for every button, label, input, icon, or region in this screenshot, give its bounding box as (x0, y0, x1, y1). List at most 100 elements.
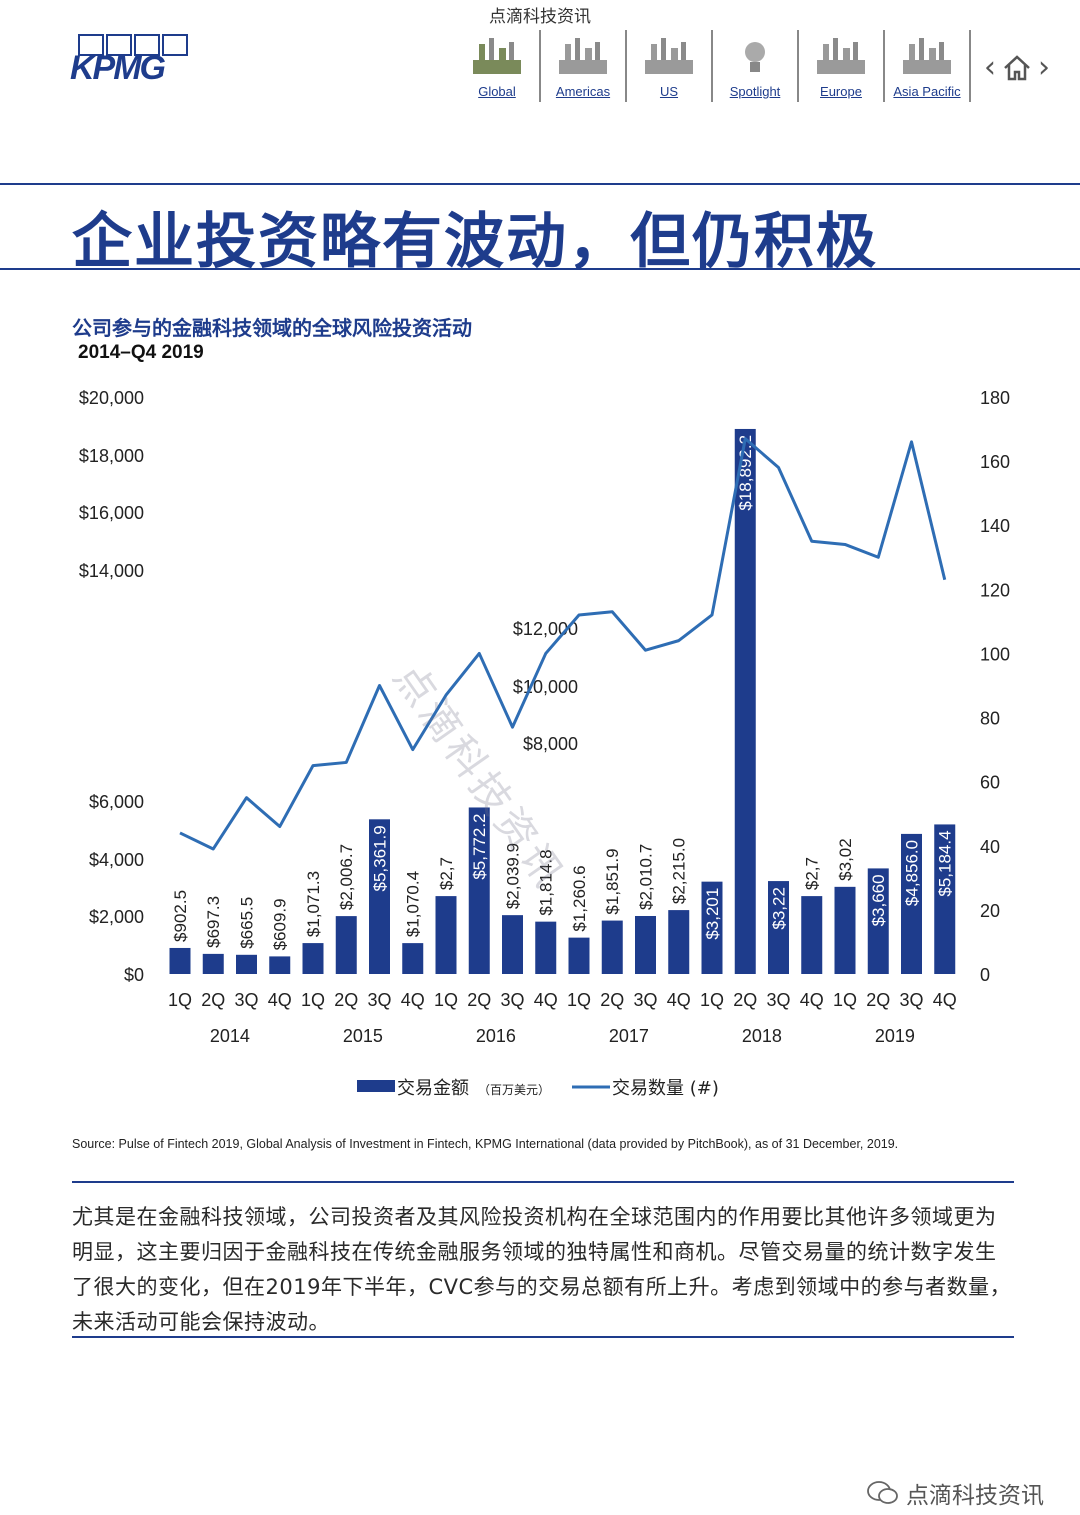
bar (568, 937, 590, 974)
bar-data-label: $1,071.3 (304, 871, 323, 937)
year-group-label: 2019 (875, 1026, 915, 1046)
bar-data-label: $4,856.0 (903, 840, 922, 906)
footer-watermark-text: 点滴科技资讯 (906, 1483, 1044, 1509)
bar (734, 428, 756, 974)
x-tick-label: 2Q (866, 990, 890, 1010)
bar-data-label: $1,070.4 (404, 871, 423, 937)
bar (867, 868, 889, 974)
x-tick-label: 1Q (434, 990, 458, 1010)
x-tick-label: 1Q (567, 990, 591, 1010)
next-page-button[interactable]: › (1038, 50, 1050, 85)
bar (601, 920, 623, 974)
x-tick-label: 3Q (899, 990, 923, 1010)
bar-data-label: $2,010.7 (637, 844, 656, 910)
bar (269, 956, 291, 974)
skyline-europe-icon (817, 38, 865, 74)
nav-americas[interactable]: Americas (541, 30, 627, 102)
nav-label: US (659, 84, 679, 99)
nav-us[interactable]: US (627, 30, 713, 102)
bar (369, 819, 390, 974)
nav-spotlight[interactable]: Spotlight (713, 30, 799, 102)
right-axis-tick: 0 (980, 965, 990, 985)
bar-data-label: $1,851.9 (603, 848, 622, 914)
bar (535, 921, 557, 974)
x-tick-label: 3Q (766, 990, 790, 1010)
bar (668, 910, 690, 974)
x-tick-label: 2Q (600, 990, 624, 1010)
bar-data-label: $5,772.2 (470, 813, 489, 879)
text-rule-top (72, 1181, 1014, 1183)
bar (302, 943, 324, 974)
text-rule-bottom (72, 1336, 1014, 1338)
bar-data-label: $5,361.9 (371, 825, 390, 891)
bar-data-label: $3,660 (869, 874, 888, 926)
bar (801, 896, 823, 974)
deal-count-line (179, 437, 947, 851)
home-icon[interactable] (1002, 54, 1032, 82)
x-tick-label: 2Q (467, 990, 491, 1010)
right-axis-tick: 40 (980, 837, 1000, 857)
title-rule-bottom (0, 268, 1080, 270)
source-note: Source: Pulse of Fintech 2019, Global An… (72, 1137, 899, 1151)
bar-data-label: $697.3 (204, 896, 223, 948)
right-axis-tick: 100 (980, 644, 1010, 664)
footer-watermark: 点滴科技资讯 (866, 1476, 1044, 1510)
left-axis-tick: $4,000 (89, 850, 144, 870)
x-tick-label: 1Q (700, 990, 724, 1010)
x-tick-label: 2Q (733, 990, 757, 1010)
left-axis-tick: $2,000 (89, 907, 144, 927)
x-tick-label: 4Q (268, 990, 292, 1010)
bar (834, 886, 856, 974)
nav-label: Europe (820, 84, 862, 99)
x-tick-label: 3Q (500, 990, 524, 1010)
nav-asia-pacific[interactable]: Asia Pacific (885, 30, 971, 102)
right-axis-tick: 180 (980, 388, 1010, 408)
bar (435, 896, 457, 974)
region-navigation: Global Americas US Spotlight Europe Asia Paci… (455, 30, 971, 102)
left-axis-tick: $0 (124, 965, 144, 985)
previous-page-button[interactable]: ‹ (984, 50, 996, 85)
kpmg-logo[interactable]: KPMG (70, 34, 195, 87)
legend-bar-swatch (357, 1080, 395, 1092)
legend-bar-label: 交易金额 (397, 1078, 469, 1099)
x-tick-label: 4Q (534, 990, 558, 1010)
year-group-label: 2018 (742, 1026, 782, 1046)
right-axis-tick: 60 (980, 773, 1000, 793)
bar-data-label: $2,215.0 (670, 838, 689, 904)
bar (236, 954, 257, 974)
skyline-asia-icon (903, 38, 951, 74)
x-tick-label: 1Q (168, 990, 192, 1010)
x-tick-label: 1Q (833, 990, 857, 1010)
bar (202, 953, 224, 974)
bar (901, 833, 922, 974)
chart: $0$2,000$4,000$6,000$8,000$10,000$12,000… (79, 388, 1010, 1099)
nav-label: Americas (555, 84, 611, 99)
left-axis-tick: $6,000 (89, 792, 144, 812)
bar-data-label: $1,814.8 (537, 849, 556, 915)
left-axis-tick: $16,000 (79, 503, 144, 523)
nav-controls: ‹ › (984, 50, 1074, 86)
x-tick-label: 2Q (201, 990, 225, 1010)
left-axis-tick: $8,000 (523, 734, 578, 754)
bar (701, 881, 723, 974)
x-tick-label: 3Q (234, 990, 258, 1010)
skyline-global-icon (473, 38, 521, 74)
left-axis-tick: $18,000 (79, 446, 144, 466)
nav-global[interactable]: Global (455, 30, 541, 102)
bar (169, 947, 191, 974)
x-tick-label: 4Q (401, 990, 425, 1010)
nav-europe[interactable]: Europe (799, 30, 885, 102)
year-group-label: 2015 (343, 1026, 383, 1046)
bar (502, 915, 523, 974)
page-title: 企业投资略有波动，但仍积极 (72, 207, 878, 277)
x-tick-label: 3Q (367, 990, 391, 1010)
nav-label: Global (478, 84, 516, 99)
nav-label: Asia Pacific (893, 84, 961, 99)
legend-bar-unit: （百万美元） (478, 1083, 550, 1097)
bar-data-label: $2,006.7 (337, 844, 356, 910)
left-axis-tick: $10,000 (513, 677, 578, 697)
chart-subtitle: 2014–Q4 2019 (78, 342, 204, 363)
bar (934, 824, 956, 974)
right-axis-tick: 140 (980, 516, 1010, 536)
title-rule-top (0, 183, 1080, 185)
